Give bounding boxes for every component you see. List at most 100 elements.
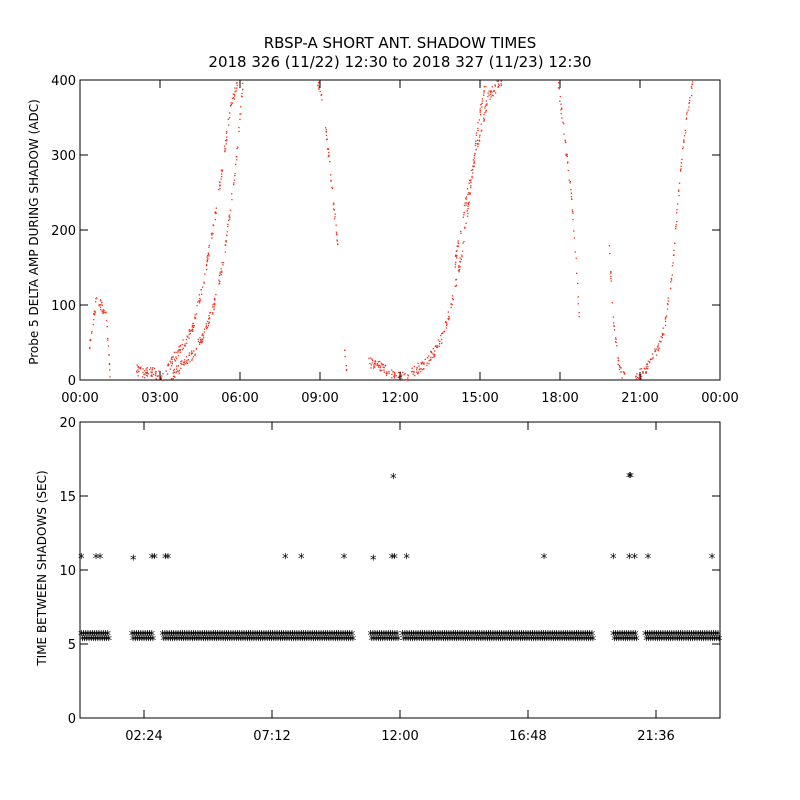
asterisk-marker: * [573, 629, 581, 644]
data-point [680, 162, 682, 164]
data-point [479, 111, 481, 113]
asterisk-marker: * [425, 629, 433, 644]
data-point [98, 305, 100, 307]
asterisk-marker: * [422, 634, 430, 649]
data-point [374, 366, 376, 368]
asterisk-marker: * [503, 634, 511, 649]
asterisk-marker: * [588, 629, 596, 644]
data-point [688, 102, 690, 104]
asterisk-marker: * [702, 634, 710, 649]
asterisk-marker: * [574, 634, 582, 649]
asterisk-marker: * [90, 634, 98, 649]
asterisk-marker: * [391, 552, 399, 567]
asterisk-marker: * [284, 629, 292, 644]
data-point [99, 306, 102, 308]
data-point [484, 107, 486, 109]
asterisk-marker: * [683, 629, 691, 644]
data-point [383, 367, 385, 369]
asterisk-marker: * [232, 634, 240, 649]
data-point [234, 91, 236, 93]
data-point [678, 182, 681, 184]
data-point [93, 313, 95, 315]
data-point [151, 375, 153, 377]
data-point [231, 193, 233, 195]
asterisk-marker: * [485, 629, 493, 644]
data-point [689, 97, 691, 99]
data-point [575, 257, 577, 259]
top-y-tick-label: 100 [51, 299, 76, 314]
data-point [658, 343, 660, 345]
asterisk-marker: * [507, 629, 515, 644]
data-point [441, 332, 443, 335]
top-y-axis-label: Probe 5 DELTA AMP DURING SHADOW (ADC) [27, 99, 41, 365]
data-point [471, 175, 473, 178]
data-point [407, 375, 409, 377]
asterisk-marker: * [663, 629, 671, 644]
asterisk-marker: * [514, 634, 522, 649]
data-point [214, 299, 216, 301]
data-point [471, 177, 473, 179]
data-point [184, 361, 186, 363]
asterisk-marker: * [148, 552, 156, 567]
data-point [186, 361, 188, 363]
asterisk-marker: * [171, 634, 179, 649]
data-point [608, 245, 611, 247]
data-point [445, 321, 447, 323]
asterisk-marker: * [644, 629, 652, 644]
asterisk-marker: * [283, 634, 291, 649]
asterisk-marker: * [552, 634, 560, 649]
data-point [474, 144, 477, 147]
data-point [175, 371, 177, 373]
asterisk-marker: * [176, 629, 184, 644]
data-point [455, 284, 458, 286]
data-point [190, 353, 193, 355]
data-point [574, 251, 576, 253]
data-point [472, 159, 475, 161]
asterisk-marker: * [84, 629, 92, 644]
data-point [683, 139, 685, 141]
data-point [418, 369, 420, 371]
data-point [568, 179, 570, 181]
top-data-points [88, 80, 694, 382]
data-point [386, 371, 388, 373]
asterisk-marker: * [184, 634, 192, 649]
asterisk-marker: * [586, 629, 594, 644]
data-point [459, 268, 461, 271]
asterisk-marker: * [461, 634, 469, 649]
asterisk-marker: * [427, 629, 435, 644]
data-point [230, 105, 232, 107]
data-point [228, 117, 231, 119]
asterisk-marker: * [619, 634, 627, 649]
asterisk-marker: * [511, 629, 519, 644]
data-point [235, 163, 237, 165]
data-point [90, 339, 92, 341]
data-point [661, 337, 663, 339]
asterisk-marker: * [541, 634, 549, 649]
data-point [410, 371, 413, 373]
asterisk-marker: * [551, 629, 559, 644]
data-point [448, 316, 450, 318]
data-point [450, 306, 452, 309]
data-point [493, 90, 495, 92]
asterisk-marker: * [388, 634, 396, 649]
data-point [197, 338, 199, 340]
asterisk-marker: * [475, 634, 483, 649]
data-point [654, 350, 657, 352]
data-point [658, 348, 660, 350]
data-point [560, 103, 562, 105]
data-point [136, 364, 138, 366]
data-point [464, 227, 466, 229]
data-point [179, 351, 181, 354]
data-point [440, 338, 443, 341]
data-point [180, 361, 182, 363]
asterisk-marker: * [622, 634, 630, 649]
data-point [681, 158, 683, 160]
data-point [474, 152, 476, 155]
asterisk-marker: * [487, 629, 495, 644]
asterisk-marker: * [691, 634, 699, 649]
data-point [240, 95, 243, 97]
asterisk-marker: * [647, 634, 655, 649]
asterisk-marker: * [526, 629, 534, 644]
asterisk-marker: * [617, 634, 625, 649]
